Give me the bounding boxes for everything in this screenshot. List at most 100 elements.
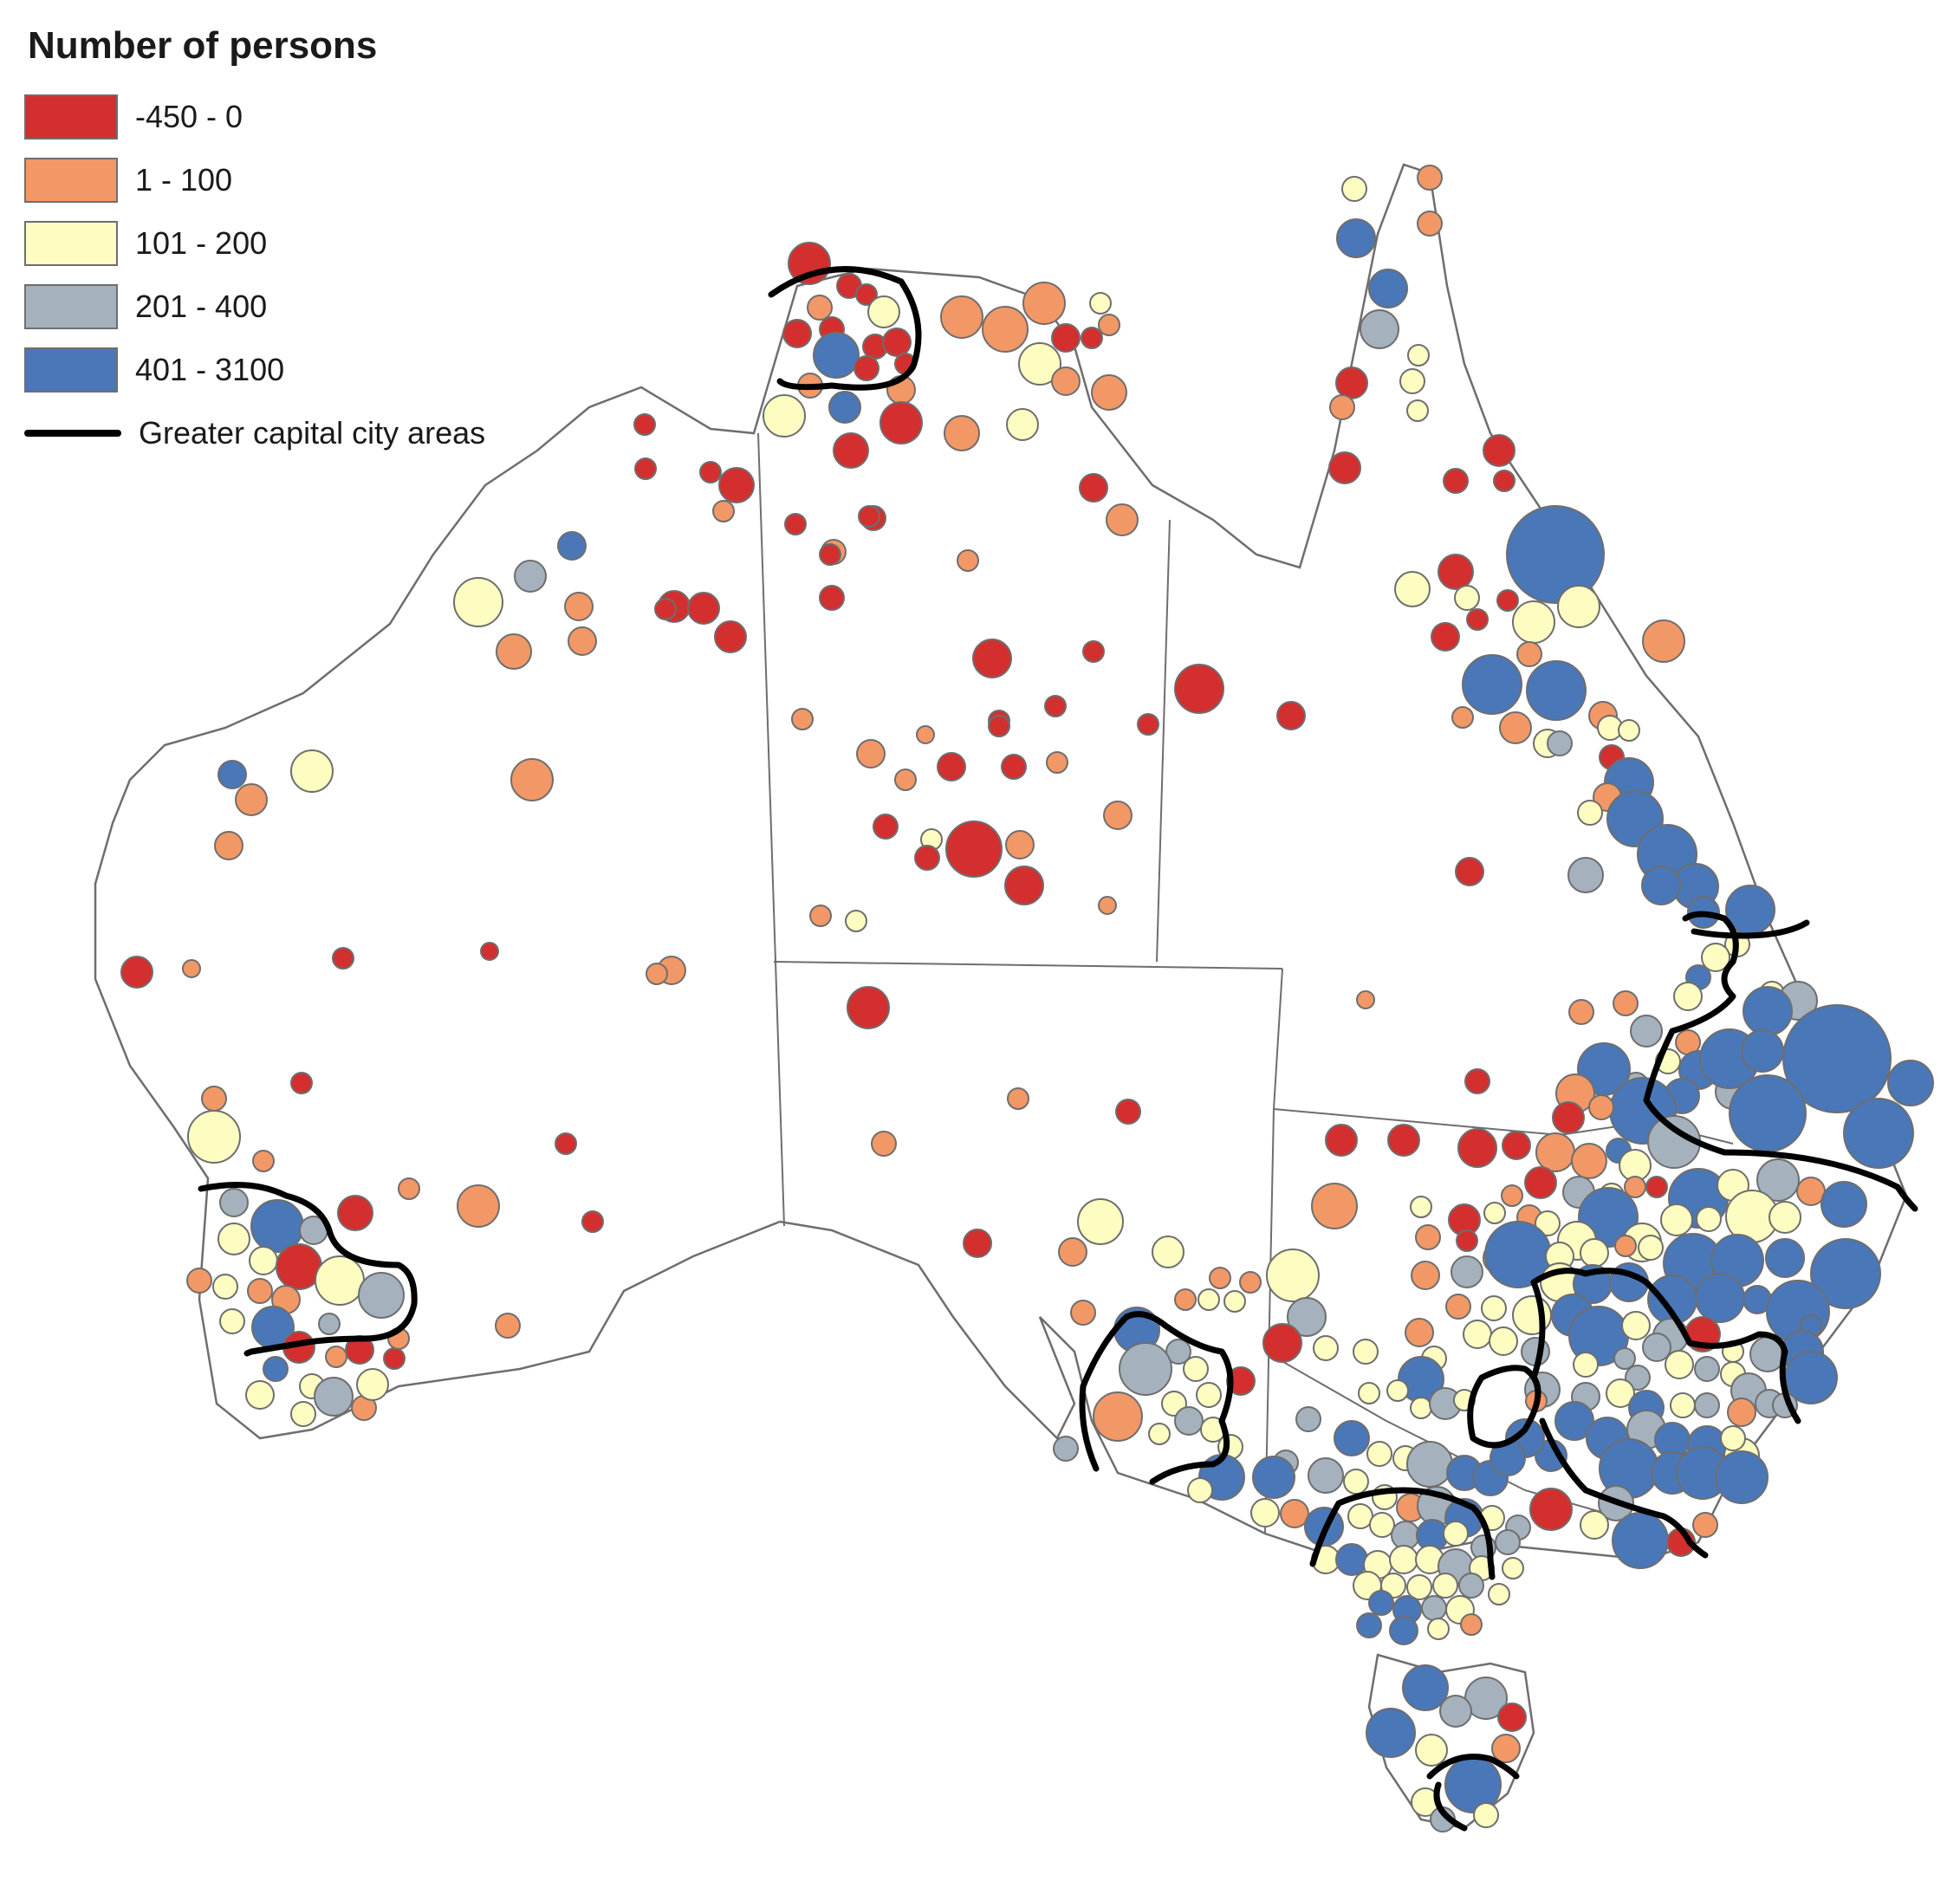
legend-row-boundary: Greater capital city areas xyxy=(24,401,485,464)
region-bubble xyxy=(1660,1203,1693,1236)
state-border-nt-qld xyxy=(1156,519,1171,963)
region-bubble xyxy=(1051,323,1081,353)
region-bubble xyxy=(1366,1441,1392,1467)
region-bubble xyxy=(1796,1177,1826,1206)
region-bubble xyxy=(1782,1004,1892,1113)
capital-boundary-brisbane-north xyxy=(1691,919,1810,939)
region-bubble xyxy=(1501,1184,1523,1207)
region-bubble xyxy=(855,283,878,306)
region-bubble xyxy=(245,1380,275,1410)
region-bubble xyxy=(1174,1406,1204,1436)
legend-row: -450 - 0 xyxy=(24,85,485,148)
region-bubble xyxy=(699,461,722,483)
region-bubble xyxy=(1512,600,1555,644)
region-bubble xyxy=(1630,1015,1663,1048)
region-bubble xyxy=(1356,1612,1382,1638)
state-border-wa xyxy=(757,432,785,1227)
region-bubble xyxy=(1119,1342,1172,1396)
region-bubble xyxy=(186,1268,212,1294)
region-bubble xyxy=(263,1356,289,1382)
region-bubble xyxy=(1334,1420,1370,1456)
region-bubble xyxy=(1174,664,1224,714)
region-bubble xyxy=(819,585,845,611)
region-bubble xyxy=(1618,719,1640,742)
region-bubble xyxy=(1329,394,1355,420)
region-bubble xyxy=(1295,1406,1321,1432)
capital-boundary-hobart-south xyxy=(1433,1781,1468,1832)
region-bubble xyxy=(937,752,966,782)
region-bubble xyxy=(1262,1323,1302,1363)
region-bubble xyxy=(356,1368,389,1401)
region-bubble xyxy=(1568,999,1594,1025)
region-bubble xyxy=(982,306,1029,353)
region-bubble xyxy=(314,1377,354,1417)
region-bubble xyxy=(972,639,1012,678)
region-bubble xyxy=(1335,1543,1368,1576)
region-bubble xyxy=(247,1278,273,1304)
region-bubble xyxy=(1358,1382,1380,1404)
region-bubble xyxy=(201,1086,227,1112)
region-bubble xyxy=(1547,730,1573,756)
region-bubble xyxy=(1481,1295,1507,1321)
region-bubble xyxy=(1148,1423,1171,1445)
region-bubble xyxy=(1402,1664,1449,1711)
region-bubble xyxy=(1405,1318,1434,1347)
region-bubble xyxy=(1614,1235,1637,1257)
region-bubble xyxy=(214,831,243,860)
region-bubble xyxy=(1464,1068,1490,1094)
region-bubble xyxy=(1417,165,1443,191)
region-bubble xyxy=(1106,503,1139,536)
region-bubble xyxy=(290,1072,313,1094)
region-bubble xyxy=(654,598,677,620)
region-bubble xyxy=(633,413,656,436)
region-bubble xyxy=(1502,1131,1531,1160)
region-bubble xyxy=(1552,1101,1585,1134)
region-bubble xyxy=(1399,368,1425,394)
region-bubble xyxy=(1463,1320,1492,1349)
region-bubble xyxy=(871,1131,897,1157)
region-bubble xyxy=(1554,1401,1594,1441)
region-bubble xyxy=(1524,1166,1557,1199)
region-bubble xyxy=(1366,1708,1416,1758)
region-bubble xyxy=(1638,1235,1664,1261)
region-bubble xyxy=(1567,857,1604,893)
region-bubble xyxy=(1356,990,1375,1009)
legend-line-symbol xyxy=(24,429,121,437)
region-bubble xyxy=(1004,866,1044,905)
region-bubble xyxy=(120,956,153,989)
region-bubble xyxy=(1621,1311,1651,1340)
region-bubble xyxy=(514,560,547,593)
region-bubble xyxy=(1526,660,1587,721)
region-bubble xyxy=(1389,1616,1418,1645)
region-bubble xyxy=(634,457,657,480)
region-bubble xyxy=(1387,1124,1420,1157)
region-bubble xyxy=(1226,1366,1256,1396)
region-bubble xyxy=(332,947,354,970)
region-bubble xyxy=(1665,1350,1694,1379)
region-bubble xyxy=(1313,1335,1339,1361)
region-bubble xyxy=(1455,857,1484,886)
region-bubble xyxy=(1443,468,1469,494)
region-bubble xyxy=(1386,1379,1409,1402)
region-bubble xyxy=(687,592,720,625)
region-bubble xyxy=(1580,1238,1609,1268)
region-bubble xyxy=(568,626,597,656)
region-bubble xyxy=(182,959,201,978)
region-bubble xyxy=(1887,1060,1934,1106)
region-bubble xyxy=(807,295,833,321)
region-bubble xyxy=(1006,408,1039,441)
region-bubble xyxy=(1466,608,1489,631)
capital-boundary-darwin xyxy=(768,266,922,391)
region-bubble xyxy=(879,401,923,444)
capital-boundary-melbourne xyxy=(1309,1487,1496,1580)
region-bubble xyxy=(564,592,594,621)
region-bubble xyxy=(916,725,935,744)
region-bubble xyxy=(1843,1098,1914,1169)
region-bubble xyxy=(1089,292,1112,315)
region-bubble xyxy=(1022,282,1066,325)
region-bubble xyxy=(1439,1695,1472,1728)
state-border-nt-sa xyxy=(773,961,1283,970)
region-bubble xyxy=(325,1346,347,1368)
region-bubble xyxy=(1187,1477,1213,1503)
